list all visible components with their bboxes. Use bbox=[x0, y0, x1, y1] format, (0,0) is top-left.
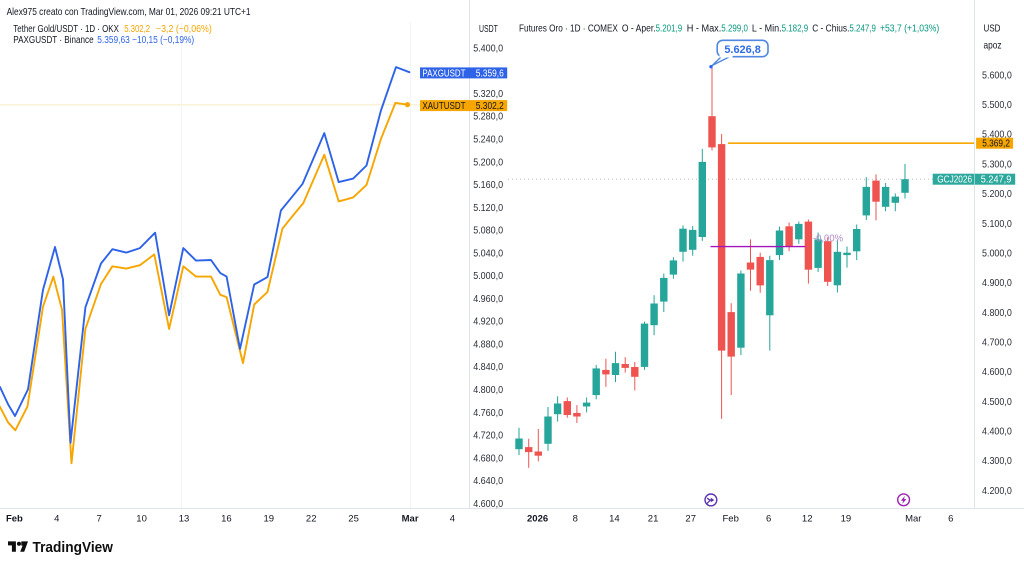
svg-text:5.100,0: 5.100,0 bbox=[982, 218, 1012, 230]
svg-text:4.880,0: 4.880,0 bbox=[473, 338, 503, 350]
svg-text:13: 13 bbox=[179, 513, 190, 524]
svg-text:6: 6 bbox=[948, 513, 953, 524]
svg-text:7: 7 bbox=[97, 513, 102, 524]
svg-text:C - Chius.: C - Chius. bbox=[812, 24, 849, 35]
svg-text:5.000,0: 5.000,0 bbox=[473, 270, 503, 282]
svg-text:4: 4 bbox=[54, 513, 59, 524]
svg-text:4.300,0: 4.300,0 bbox=[982, 455, 1012, 467]
svg-text:22: 22 bbox=[306, 513, 317, 524]
svg-text:4.700,0: 4.700,0 bbox=[982, 336, 1012, 348]
svg-text:25: 25 bbox=[348, 513, 359, 524]
svg-text:5.359,63 −10,15 (−0,19%): 5.359,63 −10,15 (−0,19%) bbox=[97, 35, 194, 46]
svg-text:Feb: Feb bbox=[723, 513, 739, 524]
svg-text:4: 4 bbox=[450, 513, 455, 524]
svg-text:5.200,0: 5.200,0 bbox=[982, 188, 1012, 200]
svg-text:5.182,9: 5.182,9 bbox=[782, 24, 809, 35]
svg-text:PAXGUSDT: PAXGUSDT bbox=[422, 68, 465, 79]
svg-text:Futures Oro · 1D · COMEX: Futures Oro · 1D · COMEX bbox=[519, 24, 618, 35]
svg-text:14: 14 bbox=[609, 513, 620, 524]
svg-text:12: 12 bbox=[802, 513, 813, 524]
svg-text:L - Min.: L - Min. bbox=[752, 24, 782, 35]
svg-text:USDT: USDT bbox=[479, 23, 498, 35]
svg-text:Mar: Mar bbox=[905, 513, 921, 524]
svg-text:5.247,9: 5.247,9 bbox=[981, 175, 1012, 186]
svg-text:4.400,0: 4.400,0 bbox=[982, 425, 1012, 437]
svg-text:+53,7 (+1,03%): +53,7 (+1,03%) bbox=[880, 24, 939, 35]
svg-text:5.280,0: 5.280,0 bbox=[473, 111, 503, 123]
svg-text:5.040,0: 5.040,0 bbox=[473, 247, 503, 259]
svg-text:4.840,0: 4.840,0 bbox=[473, 361, 503, 373]
svg-text:apoz: apoz bbox=[984, 39, 1002, 51]
svg-text:6: 6 bbox=[766, 513, 771, 524]
svg-text:5.247,9: 5.247,9 bbox=[849, 24, 876, 35]
svg-text:5.400,0: 5.400,0 bbox=[473, 42, 503, 54]
svg-text:5.302,2: 5.302,2 bbox=[124, 24, 150, 35]
svg-text:5.320,0: 5.320,0 bbox=[473, 88, 503, 100]
svg-text:Alex975 creato con TradingView: Alex975 creato con TradingView.com, Mar … bbox=[7, 7, 251, 18]
svg-text:5.120,0: 5.120,0 bbox=[473, 202, 503, 214]
svg-text:5.302,2: 5.302,2 bbox=[476, 101, 504, 112]
svg-text:5.369,2: 5.369,2 bbox=[982, 139, 1010, 150]
svg-text:5.000,0: 5.000,0 bbox=[982, 247, 1012, 259]
svg-text:5.200,0: 5.200,0 bbox=[473, 156, 503, 168]
svg-text:TradingView: TradingView bbox=[33, 539, 114, 556]
svg-text:GCJ2026: GCJ2026 bbox=[937, 175, 972, 186]
svg-text:4.720,0: 4.720,0 bbox=[473, 430, 503, 442]
svg-text:19: 19 bbox=[841, 513, 852, 524]
svg-text:4.680,0: 4.680,0 bbox=[473, 452, 503, 464]
svg-text:5.626,8: 5.626,8 bbox=[724, 44, 761, 56]
svg-text:4.760,0: 4.760,0 bbox=[473, 407, 503, 419]
svg-text:USD: USD bbox=[984, 23, 1001, 35]
svg-text:Feb: Feb bbox=[6, 513, 23, 524]
svg-text:2026: 2026 bbox=[527, 513, 548, 524]
svg-text:4.960,0: 4.960,0 bbox=[473, 293, 503, 305]
svg-text:4.900,0: 4.900,0 bbox=[982, 277, 1012, 289]
svg-text:5.500,0: 5.500,0 bbox=[982, 99, 1012, 111]
svg-text:5.160,0: 5.160,0 bbox=[473, 179, 503, 191]
svg-text:XAUTUSDT: XAUTUSDT bbox=[422, 101, 465, 112]
svg-text:5.600,0: 5.600,0 bbox=[982, 69, 1012, 81]
svg-text:5.080,0: 5.080,0 bbox=[473, 225, 503, 237]
svg-text:5.359,6: 5.359,6 bbox=[476, 68, 504, 79]
svg-text:H - Max.: H - Max. bbox=[687, 24, 722, 35]
svg-text:27: 27 bbox=[685, 513, 696, 524]
svg-text:Tether Gold/USDT · 1D · OKX: Tether Gold/USDT · 1D · OKX bbox=[13, 24, 119, 35]
svg-text:5.201,9: 5.201,9 bbox=[656, 24, 683, 35]
svg-text:PAXGUSDT · Binance: PAXGUSDT · Binance bbox=[13, 35, 94, 46]
svg-text:4.500,0: 4.500,0 bbox=[982, 396, 1012, 408]
svg-text:5.299,0: 5.299,0 bbox=[721, 24, 748, 35]
svg-text:−3,2 (−0,06%): −3,2 (−0,06%) bbox=[156, 24, 212, 35]
svg-text:5.240,0: 5.240,0 bbox=[473, 133, 503, 145]
svg-text:4.640,0: 4.640,0 bbox=[473, 475, 503, 487]
svg-text:4.600,0: 4.600,0 bbox=[473, 498, 503, 510]
svg-text:16: 16 bbox=[221, 513, 232, 524]
svg-text:4.200,0: 4.200,0 bbox=[982, 485, 1012, 497]
svg-text:4.800,0: 4.800,0 bbox=[982, 307, 1012, 319]
svg-text:8: 8 bbox=[573, 513, 578, 524]
svg-text:4.920,0: 4.920,0 bbox=[473, 316, 503, 328]
svg-text:4.800,0: 4.800,0 bbox=[473, 384, 503, 396]
svg-text:10: 10 bbox=[136, 513, 147, 524]
svg-text:O - Aper.: O - Aper. bbox=[622, 24, 656, 35]
svg-text:Mar: Mar bbox=[402, 513, 419, 524]
svg-text:19: 19 bbox=[264, 513, 275, 524]
svg-text:-0,00%: -0,00% bbox=[813, 234, 843, 245]
svg-text:4.600,0: 4.600,0 bbox=[982, 366, 1012, 378]
svg-text:21: 21 bbox=[648, 513, 659, 524]
svg-text:5.300,0: 5.300,0 bbox=[982, 158, 1012, 170]
